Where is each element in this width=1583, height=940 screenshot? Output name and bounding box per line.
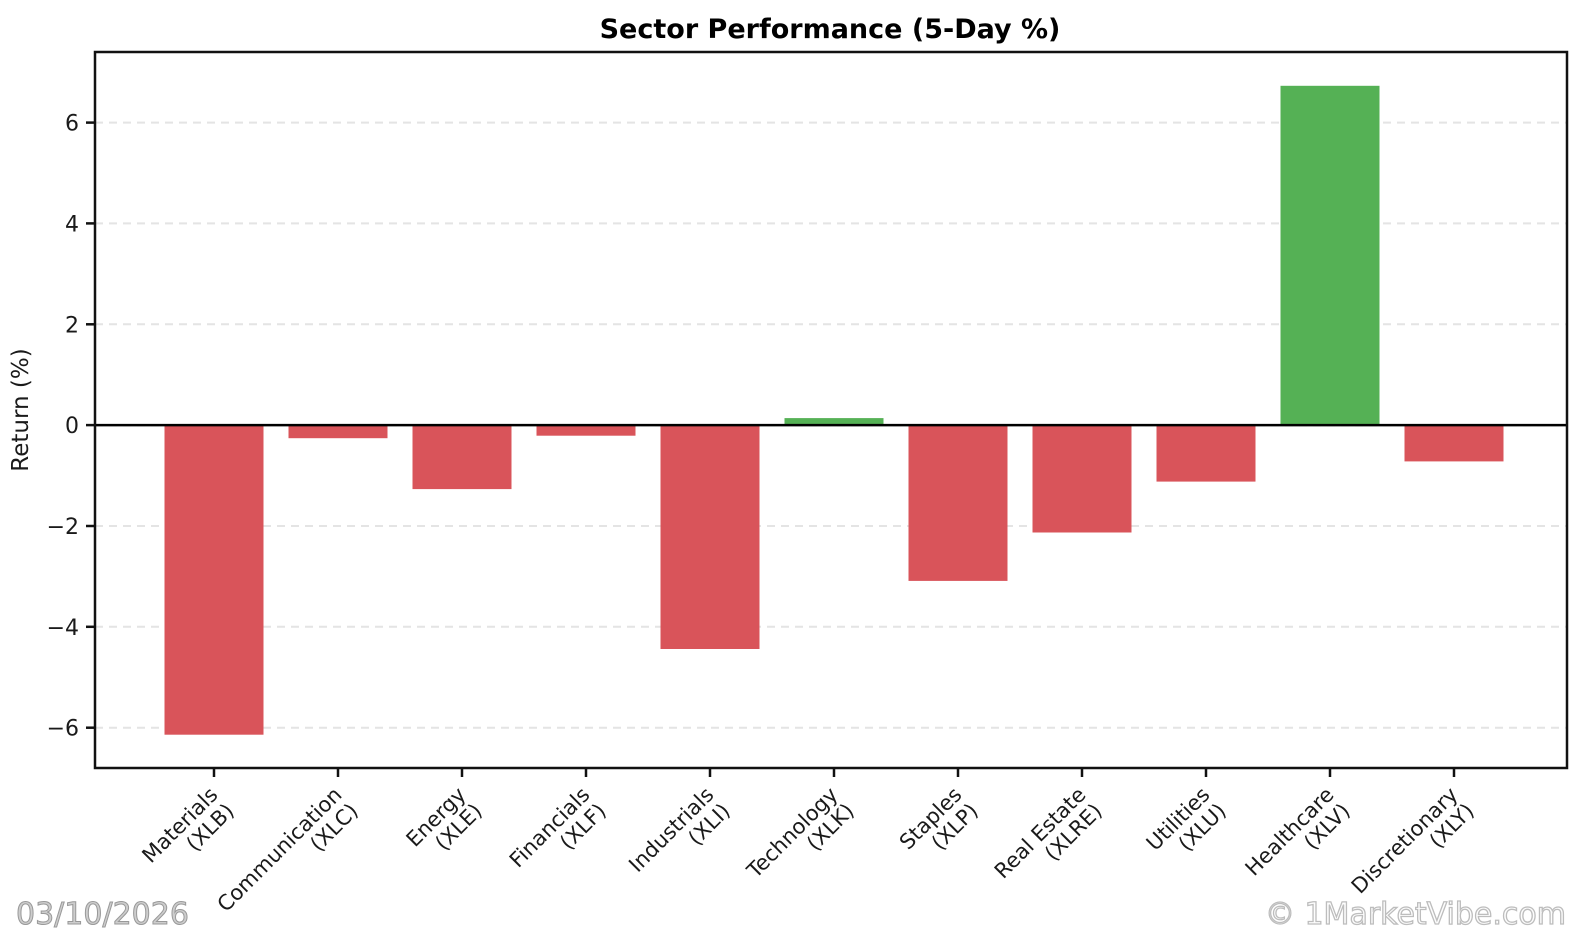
x-tick-label-xlk: Technology(XLK) [742, 783, 859, 900]
bar-xle [412, 425, 512, 490]
bar-xly [1404, 425, 1504, 462]
y-tick-label--4: −4 [47, 616, 79, 641]
x-tick-label-xli: Industrials(XLI) [624, 783, 735, 894]
axes [86, 50, 1569, 777]
chart-title: Sector Performance (5-Day %) [600, 14, 1061, 45]
x-tick-label-xle: Energy(XLE) [402, 783, 487, 868]
x-tick-label-xlc: Communication(XLC) [213, 783, 363, 933]
bar-xlp [908, 425, 1008, 581]
x-tick-label-xlb: Materials(XLB) [137, 783, 238, 884]
x-tick-label-xlp: Staples(XLP) [895, 783, 983, 871]
y-tick-labels: −6 −4 −2 0 2 4 6 [47, 112, 79, 742]
y-tick-label-6: 6 [65, 112, 79, 137]
x-tick-label-xlu: Utilities(XLU) [1142, 783, 1231, 872]
bar-xlu [1156, 425, 1256, 482]
x-tick-label-xlv: Healthcare(XLV) [1241, 783, 1355, 897]
bar-xlc [288, 425, 388, 439]
y-tick-label--6: −6 [47, 717, 79, 742]
date-label: 03/10/2026 [16, 897, 189, 932]
x-tick-label-xlre: Real Estate(XLRE) [990, 783, 1107, 900]
bar-xlb [164, 425, 264, 735]
plot-border [93, 50, 1569, 770]
bars [164, 85, 1504, 735]
watermark-credit: © 1MarketVibe.com [1265, 897, 1566, 932]
bar-xlk [784, 418, 884, 426]
x-tick-label-xlf: Financials(XLF) [505, 783, 611, 889]
bar-xlre [1032, 425, 1132, 533]
y-tick-label-2: 2 [65, 313, 79, 338]
y-tick-label-0: 0 [65, 414, 79, 439]
y-tick-label-4: 4 [65, 212, 79, 237]
bar-xlf [536, 425, 636, 436]
y-tick-label--2: −2 [47, 515, 79, 540]
x-tick-label-xly: Discretionary(XLY) [1347, 783, 1479, 915]
bar-xlv [1280, 85, 1380, 426]
bar-xli [660, 425, 760, 649]
y-axis-label: Return (%) [8, 348, 34, 471]
